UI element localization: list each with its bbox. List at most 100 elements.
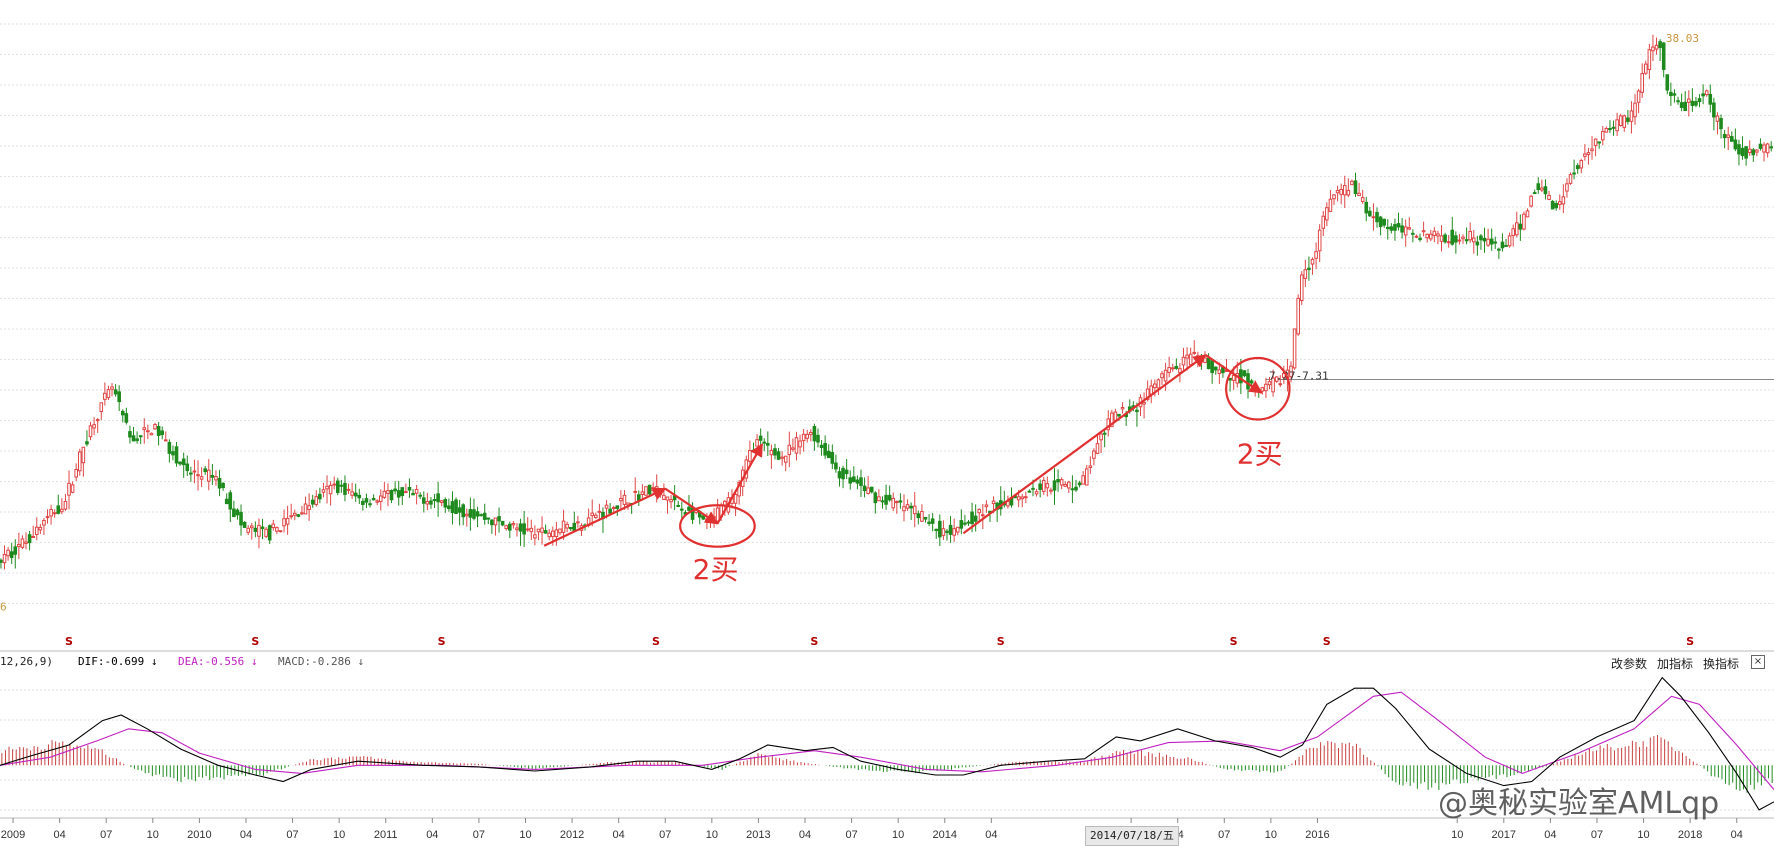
tool-edit-params[interactable]: 改参数 bbox=[1611, 655, 1647, 672]
candle-body bbox=[504, 525, 509, 530]
candle-body bbox=[733, 493, 738, 504]
close-indicator-button[interactable]: × bbox=[1751, 655, 1765, 669]
candle-body bbox=[1170, 367, 1175, 370]
x-tick-label: 10 bbox=[147, 829, 159, 841]
candle-body bbox=[163, 439, 168, 442]
candle-body bbox=[859, 477, 863, 486]
candle-body bbox=[375, 500, 379, 503]
candle-body bbox=[1041, 479, 1046, 492]
candle-body bbox=[1507, 235, 1512, 247]
candle-body bbox=[895, 501, 899, 504]
candle-body bbox=[1242, 370, 1247, 377]
candle-body bbox=[823, 443, 827, 456]
candle-body bbox=[959, 520, 964, 529]
candle-body bbox=[1633, 102, 1637, 118]
candle-body bbox=[812, 426, 817, 442]
buy-point-label: 2买 bbox=[1237, 438, 1283, 471]
candle-body bbox=[242, 521, 247, 528]
candle-body bbox=[249, 525, 254, 529]
candle-body bbox=[31, 535, 35, 538]
candle-body bbox=[310, 499, 315, 505]
candle-body bbox=[500, 520, 505, 526]
candle-body bbox=[1722, 133, 1727, 139]
tool-change-indicator-label: 换指标 bbox=[1703, 657, 1740, 671]
candle-body bbox=[916, 513, 921, 519]
candle-body bbox=[1482, 237, 1487, 242]
candle-body bbox=[346, 488, 351, 491]
candle-body bbox=[1547, 194, 1551, 200]
candle-body bbox=[289, 515, 293, 518]
candle-body bbox=[973, 515, 978, 522]
candle-body bbox=[142, 427, 147, 431]
candle-body bbox=[246, 527, 250, 533]
candle-body bbox=[185, 463, 190, 472]
candle-body bbox=[350, 491, 354, 496]
candle-body bbox=[1647, 49, 1652, 70]
candle-body bbox=[357, 494, 362, 499]
candle-body bbox=[1425, 233, 1429, 239]
candle-body bbox=[1575, 165, 1580, 170]
candle-body bbox=[224, 498, 229, 505]
candle-body bbox=[948, 524, 953, 535]
candle-body bbox=[1099, 433, 1103, 441]
candle-body bbox=[848, 477, 853, 484]
candle-body bbox=[24, 541, 28, 544]
candle-body bbox=[1543, 186, 1548, 195]
candle-body bbox=[1213, 366, 1218, 371]
candle-body bbox=[1622, 115, 1627, 128]
cursor-date-label: 2014/07/18/五 bbox=[1085, 826, 1179, 846]
candle-body bbox=[1489, 238, 1494, 245]
candle-body bbox=[181, 458, 186, 466]
candle-body bbox=[576, 521, 580, 524]
buy-point-circle bbox=[679, 504, 756, 548]
candle-body bbox=[776, 451, 781, 460]
candle-body bbox=[1511, 228, 1515, 236]
candle-body bbox=[278, 530, 283, 533]
x-tick-label: 2016 bbox=[1305, 829, 1329, 841]
candle-body bbox=[88, 425, 93, 438]
candle-body bbox=[826, 450, 831, 459]
candle-body bbox=[332, 483, 336, 486]
candle-body bbox=[1432, 230, 1437, 236]
candle-body bbox=[1658, 41, 1662, 49]
candle-body bbox=[705, 518, 709, 522]
macd-value-text: -0.286 bbox=[311, 655, 351, 668]
candle-body bbox=[1686, 98, 1691, 103]
tool-change-indicator[interactable]: 换指标 bbox=[1703, 655, 1739, 672]
candle-body bbox=[540, 527, 544, 533]
tool-add-indicator[interactable]: 加指标 bbox=[1657, 655, 1693, 672]
candle-body bbox=[626, 502, 630, 506]
candle-body bbox=[622, 494, 627, 505]
candle-body bbox=[253, 527, 258, 532]
candle-body bbox=[1088, 465, 1093, 469]
candle-body bbox=[794, 437, 799, 454]
candlestick-series bbox=[0, 34, 1773, 570]
macd-params-label: 12,26,9) bbox=[0, 655, 53, 668]
candle-body bbox=[1597, 141, 1601, 144]
candle-body bbox=[873, 492, 878, 504]
candle-body bbox=[640, 491, 645, 495]
candle-body bbox=[834, 462, 838, 470]
x-tick-label: 2017 bbox=[1492, 829, 1516, 841]
candle-body bbox=[1282, 372, 1286, 378]
candle-body bbox=[285, 517, 290, 525]
candle-body bbox=[407, 487, 412, 491]
candle-body bbox=[525, 528, 530, 531]
candle-body bbox=[1586, 152, 1591, 155]
candle-body bbox=[1708, 93, 1713, 105]
candle-body bbox=[981, 514, 985, 517]
x-tick-label: 10 bbox=[706, 829, 718, 841]
candle-body bbox=[1278, 383, 1283, 386]
candle-body bbox=[70, 484, 75, 493]
candle-body bbox=[862, 485, 867, 492]
candle-body bbox=[203, 468, 207, 473]
candle-body bbox=[149, 432, 154, 436]
candle-body bbox=[1267, 381, 1272, 386]
candle-body bbox=[945, 530, 949, 533]
candle-body bbox=[1049, 489, 1053, 492]
candle-body bbox=[482, 512, 487, 520]
x-tick-label: 2011 bbox=[374, 829, 398, 841]
candle-body bbox=[533, 534, 537, 539]
